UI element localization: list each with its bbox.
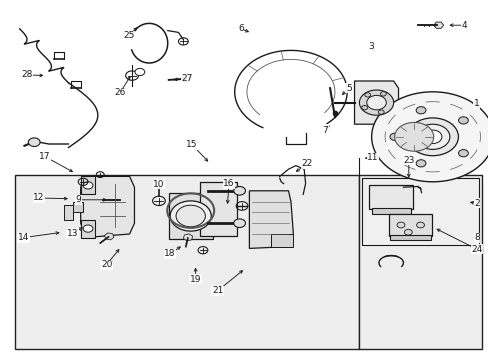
Text: 15: 15: [186, 140, 198, 149]
Text: 26: 26: [114, 88, 125, 97]
Circle shape: [458, 117, 468, 124]
Circle shape: [415, 107, 425, 114]
Text: 25: 25: [122, 31, 134, 40]
Text: 17: 17: [39, 152, 51, 161]
Text: 19: 19: [189, 274, 201, 284]
Circle shape: [378, 110, 384, 114]
Text: 23: 23: [402, 156, 414, 165]
Polygon shape: [116, 196, 127, 203]
Text: 24: 24: [470, 245, 482, 253]
Circle shape: [135, 68, 144, 76]
Text: 7: 7: [322, 126, 327, 135]
Text: 27: 27: [181, 74, 193, 83]
Polygon shape: [63, 205, 73, 220]
Polygon shape: [271, 234, 293, 247]
Text: 9: 9: [75, 195, 81, 204]
Circle shape: [361, 105, 367, 110]
Circle shape: [176, 205, 205, 227]
Circle shape: [415, 160, 425, 167]
Bar: [389, 235, 430, 240]
Circle shape: [416, 222, 424, 228]
Text: 13: 13: [66, 229, 78, 238]
Circle shape: [415, 124, 449, 149]
Circle shape: [366, 95, 386, 110]
Text: 4: 4: [461, 21, 467, 30]
Text: 20: 20: [101, 260, 112, 269]
Circle shape: [83, 182, 93, 189]
Text: 10: 10: [153, 180, 164, 189]
Circle shape: [170, 201, 211, 231]
Text: 6: 6: [238, 24, 244, 33]
Circle shape: [371, 92, 488, 182]
Polygon shape: [81, 220, 95, 238]
Text: 22: 22: [301, 159, 312, 168]
Text: 3: 3: [368, 42, 374, 51]
Text: 16: 16: [223, 179, 234, 188]
Text: 11: 11: [366, 153, 378, 162]
Circle shape: [359, 90, 393, 115]
Circle shape: [406, 118, 458, 156]
Bar: [200, 182, 237, 236]
Polygon shape: [183, 234, 192, 241]
Bar: [361, 178, 478, 245]
Circle shape: [83, 225, 93, 232]
Text: 2: 2: [473, 199, 479, 208]
Circle shape: [364, 93, 370, 97]
Circle shape: [380, 92, 386, 96]
Polygon shape: [73, 202, 83, 212]
Polygon shape: [433, 22, 443, 28]
Circle shape: [389, 133, 399, 140]
Bar: [15, 175, 359, 349]
Polygon shape: [249, 191, 293, 248]
Text: 21: 21: [211, 287, 223, 295]
Text: 18: 18: [164, 249, 176, 258]
Bar: [368, 185, 412, 209]
Text: 14: 14: [18, 233, 29, 242]
Polygon shape: [81, 176, 95, 194]
Circle shape: [458, 150, 468, 157]
Bar: [371, 208, 410, 214]
Text: 12: 12: [33, 194, 45, 202]
Polygon shape: [104, 233, 114, 240]
Circle shape: [423, 130, 441, 144]
Circle shape: [233, 219, 245, 228]
Bar: [168, 193, 212, 239]
Polygon shape: [181, 76, 191, 82]
Circle shape: [233, 186, 245, 195]
Circle shape: [394, 122, 433, 151]
Polygon shape: [354, 81, 398, 124]
Text: 8: 8: [473, 233, 479, 242]
Text: 1: 1: [473, 99, 479, 108]
Circle shape: [396, 222, 404, 228]
Polygon shape: [81, 176, 134, 238]
Bar: [388, 214, 431, 236]
Text: 5: 5: [345, 84, 351, 93]
Circle shape: [28, 138, 40, 147]
Bar: [359, 175, 481, 349]
Text: 28: 28: [21, 71, 33, 79]
Circle shape: [404, 229, 411, 235]
